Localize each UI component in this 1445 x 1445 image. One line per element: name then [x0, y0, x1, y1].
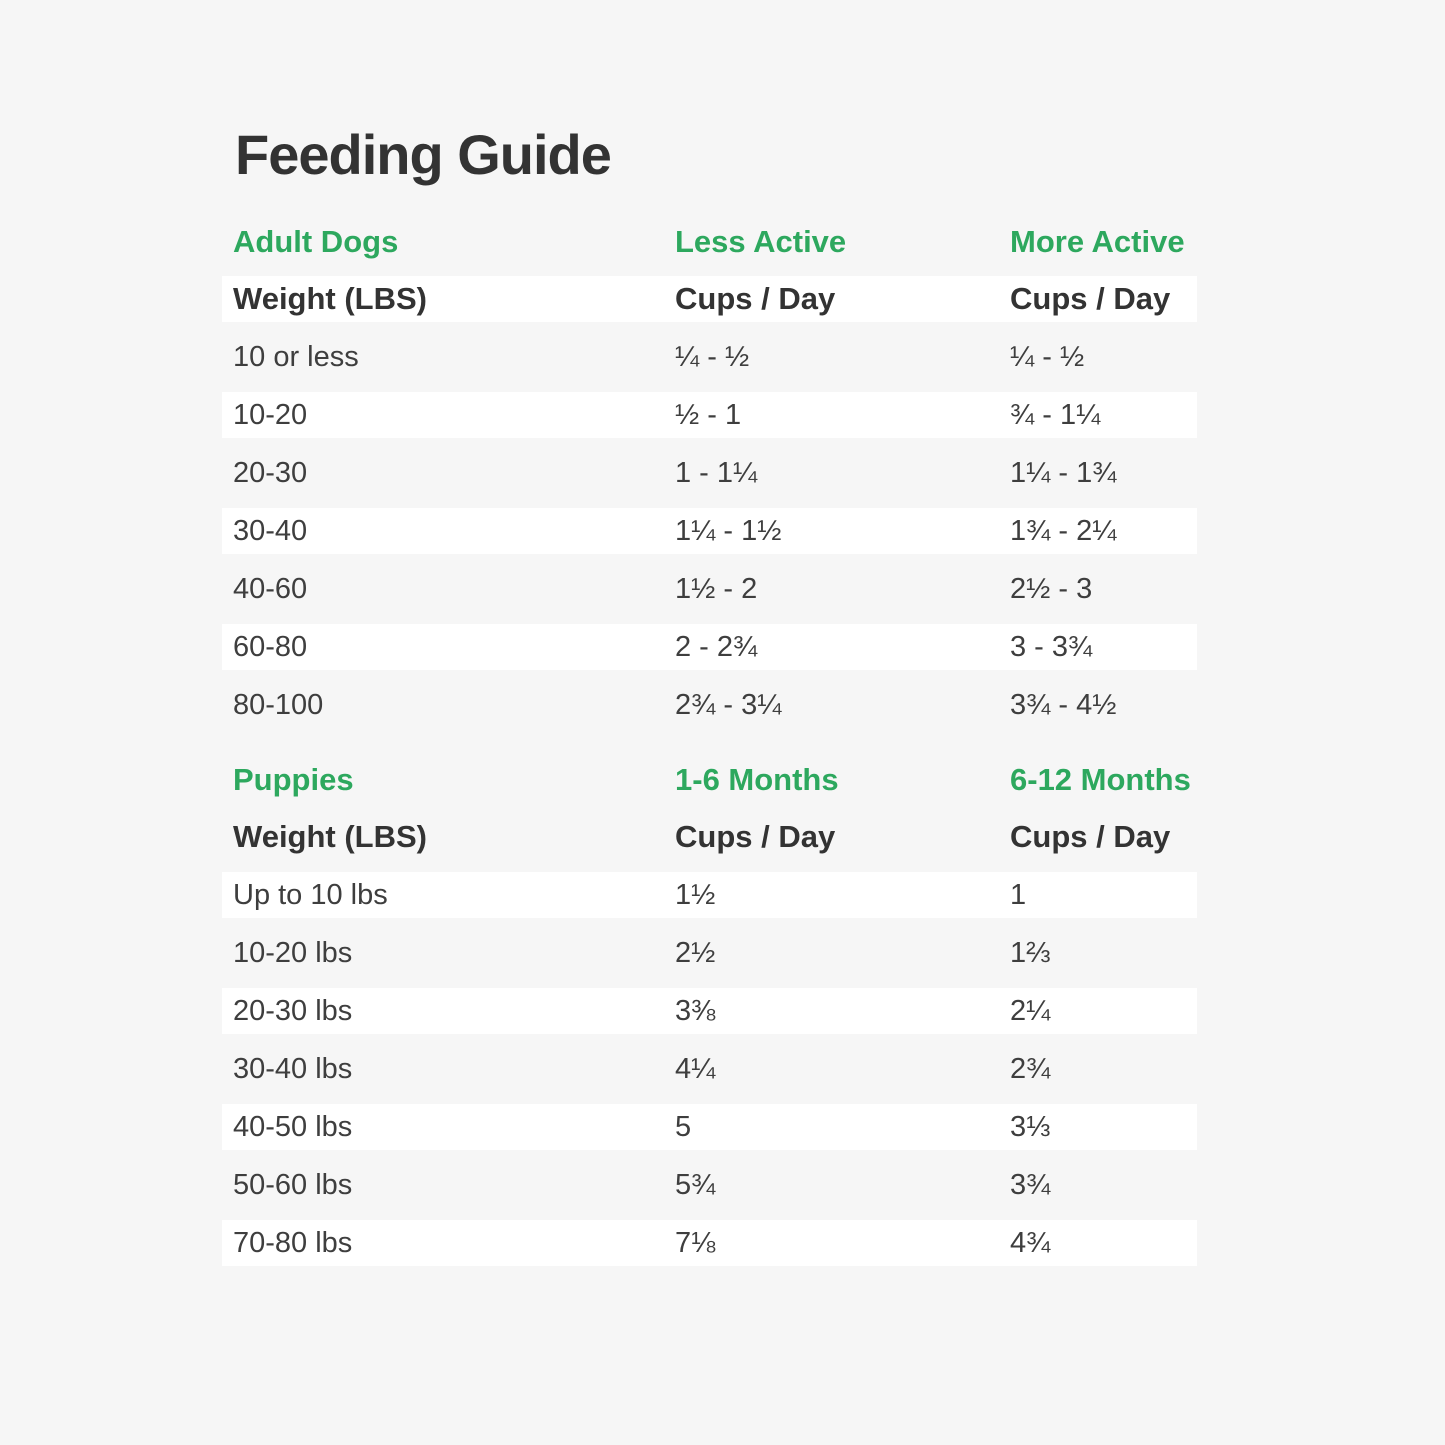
adult-dogs-header-row: Weight (LBS) Cups / Day Cups / Day [222, 270, 1197, 328]
group-label-less-active: Less Active [675, 224, 847, 259]
table-row: 80-100 2¾ - 3¼ 3¾ - 4½ [222, 676, 1197, 734]
table-cell: 3⅓ [1010, 1110, 1051, 1143]
table-row: 70-80 lbs 7⅛ 4¾ [222, 1214, 1197, 1272]
table-row: 10-20 lbs 2½ 1⅔ [222, 924, 1197, 982]
column-header-cups-6-12-months: Cups / Day [1010, 819, 1171, 854]
table-row: 10-20 ½ - 1 ¾ - 1¼ [222, 386, 1197, 444]
table-row: 30-40 lbs 4¼ 2¾ [222, 1040, 1197, 1098]
table-cell: 10-20 [233, 398, 308, 431]
table-row: 30-40 1¼ - 1½ 1¾ - 2¼ [222, 502, 1197, 560]
table-row: Up to 10 lbs 1½ 1 [222, 866, 1197, 924]
puppies-header-row: Weight (LBS) Cups / Day Cups / Day [222, 808, 1197, 866]
table-cell: ¾ - 1¼ [1010, 398, 1101, 431]
table-cell: 1¼ - 1¾ [1010, 456, 1117, 489]
table-cell: 2 - 2¾ [675, 630, 758, 663]
table-cell: 60-80 [233, 630, 308, 663]
table-cell: 1¼ - 1½ [675, 514, 782, 547]
column-header-weight: Weight (LBS) [233, 819, 428, 854]
column-header-cups-less-active: Cups / Day [675, 281, 836, 316]
group-label-more-active: More Active [1010, 224, 1185, 259]
table-cell: Up to 10 lbs [233, 878, 388, 911]
group-label-1-6-months: 1-6 Months [675, 762, 839, 797]
table-cell: 4¼ [675, 1052, 716, 1085]
table-cell: 2½ - 3 [1010, 572, 1093, 605]
table-cell: 5¾ [675, 1168, 716, 1201]
table-row: 50-60 lbs 5¾ 3¾ [222, 1156, 1197, 1214]
group-label-6-12-months: 6-12 Months [1010, 762, 1191, 797]
table-cell: 3⅜ [675, 994, 716, 1027]
table-row: 10 or less ¼ - ½ ¼ - ½ [222, 328, 1197, 386]
table-cell: 1⅔ [1010, 936, 1051, 969]
table-cell: 70-80 lbs [233, 1226, 353, 1259]
table-cell: ¼ - ½ [675, 340, 750, 373]
table-cell: ½ - 1 [675, 398, 742, 431]
table-cell: 2¾ [1010, 1052, 1051, 1085]
table-cell: 10 or less [233, 340, 359, 373]
table-cell: 30-40 lbs [233, 1052, 353, 1085]
page-title: Feeding Guide [235, 123, 612, 186]
table-cell: 1¾ - 2¼ [1010, 514, 1117, 547]
table-cell: 20-30 lbs [233, 994, 353, 1027]
table-cell: 50-60 lbs [233, 1168, 353, 1201]
table-row: 60-80 2 - 2¾ 3 - 3¾ [222, 618, 1197, 676]
group-label-puppies: Puppies [233, 762, 354, 797]
table-cell: 1 [1010, 878, 1027, 911]
table-cell: 1½ - 2 [675, 572, 758, 605]
table-row: 40-50 lbs 5 3⅓ [222, 1098, 1197, 1156]
adult-dogs-table-body: 10 or less ¼ - ½ ¼ - ½ 10-20 ½ - 1 ¾ - 1¼ 20-3… [222, 328, 1197, 734]
table-cell: 5 [675, 1110, 692, 1143]
table-cell: 2¼ [1010, 994, 1051, 1027]
table-cell: 3¾ [1010, 1168, 1051, 1201]
table-cell: 20-30 [233, 456, 308, 489]
table-row: 20-30 lbs 3⅜ 2¼ [222, 982, 1197, 1040]
column-header-cups-1-6-months: Cups / Day [675, 819, 836, 854]
table-cell: 10-20 lbs [233, 936, 353, 969]
table-cell: 7⅛ [675, 1226, 716, 1259]
table-cell: 1½ [675, 878, 716, 911]
table-cell: 40-60 [233, 572, 308, 605]
table-cell: 30-40 [233, 514, 308, 547]
adult-dogs-group-header: Adult Dogs Less Active More Active [222, 220, 1197, 264]
adult-dogs-table: Adult Dogs Less Active More Active Weigh… [222, 220, 1197, 734]
table-cell: 3 - 3¾ [1010, 630, 1093, 663]
table-row: 40-60 1½ - 2 2½ - 3 [222, 560, 1197, 618]
puppies-group-header: Puppies 1-6 Months 6-12 Months [222, 758, 1197, 802]
column-header-weight: Weight (LBS) [233, 281, 428, 316]
table-row: 20-30 1 - 1¼ 1¼ - 1¾ [222, 444, 1197, 502]
table-cell: 1 - 1¼ [675, 456, 758, 489]
puppies-table-body: Up to 10 lbs 1½ 1 10-20 lbs 2½ 1⅔ 20-30 lbs 3⅜ 2… [222, 866, 1197, 1272]
puppies-table: Puppies 1-6 Months 6-12 Months Weight (L… [222, 758, 1197, 1272]
column-header-cups-more-active: Cups / Day [1010, 281, 1171, 316]
table-cell: 3¾ - 4½ [1010, 688, 1117, 721]
table-cell: 2¾ - 3¼ [675, 688, 782, 721]
table-cell: 80-100 [233, 688, 324, 721]
table-cell: ¼ - ½ [1010, 340, 1085, 373]
table-cell: 4¾ [1010, 1226, 1051, 1259]
table-cell: 40-50 lbs [233, 1110, 353, 1143]
group-label-adult-dogs: Adult Dogs [233, 224, 399, 259]
table-cell: 2½ [675, 936, 716, 969]
